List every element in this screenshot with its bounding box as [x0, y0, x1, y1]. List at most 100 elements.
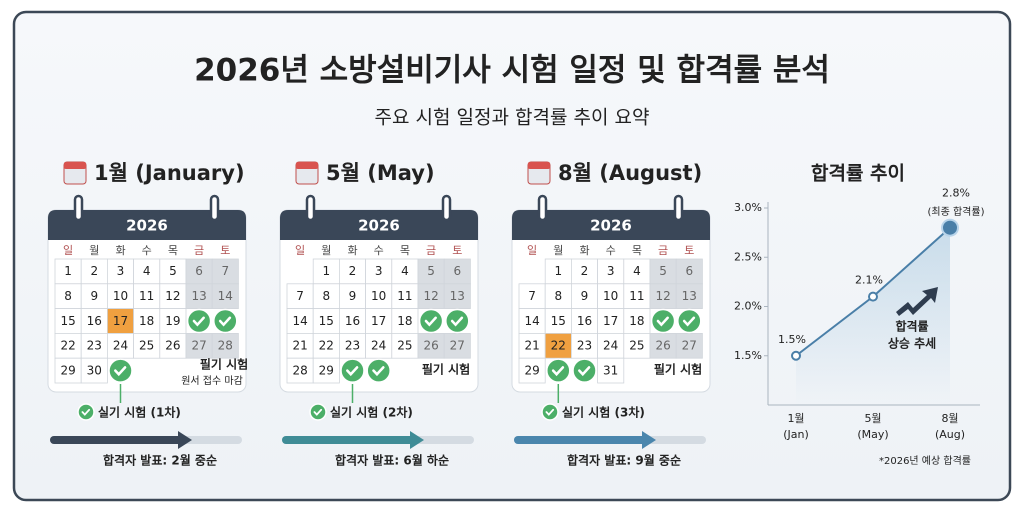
day-cell [623, 283, 651, 309]
day-number: 9 [349, 289, 357, 303]
weekday: 화 [579, 244, 589, 257]
day-number: 10 [371, 289, 386, 303]
x-tick-label: 1월 [787, 412, 804, 425]
check-mark [313, 408, 323, 416]
day-cell [80, 283, 108, 309]
day-number: 9 [581, 289, 589, 303]
day-number: 12 [165, 289, 180, 303]
day-cell [544, 258, 572, 285]
day-number: 4 [143, 264, 151, 278]
day-number: 16 [87, 314, 102, 328]
day-number: 2 [581, 264, 589, 278]
check-mark [551, 366, 565, 377]
day-number: 13 [450, 289, 465, 303]
day-number: 2 [90, 264, 98, 278]
day-number: 5 [427, 264, 435, 278]
annotation: (최종 합격률) [928, 205, 985, 218]
trend-arrow [896, 287, 938, 316]
day-number: 23 [345, 339, 360, 353]
calendar-year: 2026 [358, 217, 400, 235]
day-cell [133, 308, 161, 334]
day-number: 29 [319, 363, 334, 377]
day-cell [312, 258, 340, 285]
day-cell [286, 357, 314, 384]
note: 필기 시험 [654, 362, 702, 377]
day-number: 1 [554, 264, 562, 278]
ring [441, 194, 452, 222]
x-tick-label: 8월 [941, 412, 958, 425]
day-number: 9 [90, 289, 98, 303]
weekday: 일 [527, 243, 537, 257]
check-mark [372, 366, 385, 377]
day-number: 11 [397, 289, 412, 303]
day-number: 25 [397, 339, 412, 353]
day-cell [365, 258, 393, 285]
check-mark [578, 366, 591, 377]
day-cell [675, 332, 703, 359]
weekday: 금 [194, 244, 204, 257]
day-cell [365, 308, 393, 334]
ring [73, 194, 84, 222]
day-cell [544, 283, 572, 309]
calendar-icon-top [528, 162, 550, 169]
progress-fill [514, 436, 648, 444]
calendar-title: 8월 (August) [558, 161, 702, 185]
day-number: 21 [524, 339, 539, 353]
title: 2026년 소방설비기사 시험 일정 및 합격률 분석 [194, 53, 830, 89]
day-cell [133, 258, 161, 285]
day-number: 26 [655, 339, 670, 353]
check-mark [450, 316, 464, 327]
day-number: 14 [292, 314, 307, 328]
day-number: 14 [524, 314, 539, 328]
day-number: 15 [319, 314, 334, 328]
note: 필기 시험 [422, 362, 470, 377]
calendar-title: 1월 (January) [94, 161, 245, 185]
practical-exam: 실기 시험 (3차) [562, 405, 645, 420]
day-number: 3 [375, 264, 383, 278]
day-number: 8 [322, 289, 330, 303]
day-cell [417, 283, 445, 309]
day-cell [185, 283, 213, 309]
weekday: 목 [168, 244, 178, 257]
y-tick-label: 2.0% [734, 300, 762, 313]
day-cell [597, 283, 625, 309]
day-cell [518, 283, 546, 309]
day-cell [54, 258, 82, 285]
day-cell [597, 258, 625, 285]
weekday: 토 [220, 244, 230, 257]
day-cell [675, 283, 703, 309]
day-number: 25 [139, 339, 154, 353]
day-cell [391, 308, 419, 334]
day-number: 23 [577, 339, 592, 353]
day-number: 10 [603, 289, 618, 303]
weekday: 월 [321, 244, 331, 257]
day-number: 18 [139, 314, 154, 328]
value-label: 1.5% [778, 333, 806, 346]
day-cell [159, 308, 187, 334]
day-number: 2 [349, 264, 357, 278]
day-cell [312, 357, 340, 384]
point [791, 350, 801, 361]
day-number: 4 [633, 264, 641, 278]
calendar-year: 2026 [590, 217, 632, 235]
check-mark [114, 366, 127, 377]
calendar-year: 2026 [126, 217, 168, 235]
weekday: 토 [452, 244, 462, 257]
check-mark [192, 316, 205, 327]
day-number: 8 [554, 289, 562, 303]
day-number: 26 [423, 339, 438, 353]
annotation: 합격률 [895, 319, 928, 334]
day-cell [443, 283, 471, 309]
day-cell [443, 258, 471, 285]
day-number: 6 [195, 264, 203, 278]
ring [305, 194, 316, 222]
day-cell [185, 332, 213, 359]
calendar-header [48, 210, 246, 240]
weekday: 일 [63, 243, 73, 257]
progress-arrow [178, 431, 192, 449]
weekday: 금 [658, 244, 668, 257]
day-number: 8 [64, 289, 72, 303]
value-label: 2.1% [855, 274, 883, 287]
check-mark [81, 408, 91, 416]
day-number: 12 [423, 289, 438, 303]
